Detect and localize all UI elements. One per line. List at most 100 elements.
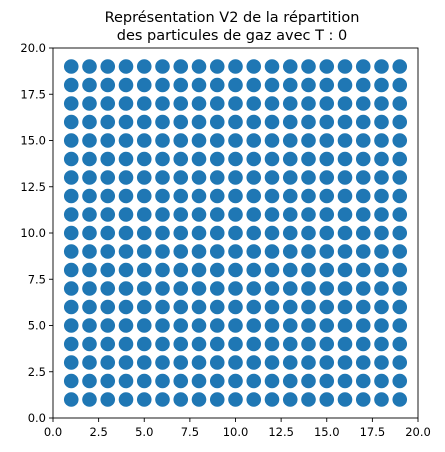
data-point	[392, 336, 408, 352]
data-point	[63, 114, 79, 130]
data-point	[319, 318, 335, 333]
data-point	[319, 392, 335, 407]
data-point	[282, 151, 298, 167]
data-point	[246, 281, 262, 296]
data-point	[136, 318, 152, 333]
data-point	[374, 151, 389, 167]
data-point	[319, 59, 335, 74]
data-point	[155, 244, 170, 259]
data-point	[100, 207, 116, 222]
data-point	[246, 133, 262, 148]
data-point	[155, 281, 170, 296]
data-point	[282, 244, 298, 259]
data-point	[282, 373, 298, 389]
x-tick-label: 5.0	[135, 425, 153, 439]
data-point	[155, 392, 170, 407]
data-point	[136, 392, 152, 407]
data-point	[246, 336, 262, 352]
data-point	[392, 225, 408, 241]
data-point	[209, 373, 225, 389]
data-point	[374, 262, 389, 278]
data-point	[319, 170, 335, 185]
data-point	[191, 281, 207, 296]
data-point	[118, 151, 134, 167]
data-point	[337, 96, 353, 111]
data-point	[337, 355, 353, 370]
data-point	[209, 207, 225, 222]
data-point	[319, 225, 335, 241]
data-point	[63, 262, 79, 278]
data-point	[337, 133, 353, 148]
data-point	[82, 59, 97, 74]
data-point	[209, 77, 225, 93]
data-point	[374, 170, 389, 185]
data-point	[319, 114, 335, 130]
data-point	[392, 151, 408, 167]
data-point	[228, 207, 243, 222]
data-point	[118, 244, 134, 259]
data-point	[209, 299, 225, 315]
data-point	[209, 262, 225, 278]
data-point	[118, 59, 134, 74]
x-tick-label: 12.5	[268, 425, 294, 439]
data-point	[355, 77, 371, 93]
data-point	[155, 114, 170, 130]
data-point	[191, 318, 207, 333]
y-tick-label: 15.0	[20, 134, 46, 148]
data-point	[282, 225, 298, 241]
data-point	[228, 59, 243, 74]
data-point	[118, 355, 134, 370]
data-point	[155, 207, 170, 222]
data-point	[355, 262, 371, 278]
data-point	[264, 188, 280, 204]
data-point	[246, 114, 262, 130]
data-point	[82, 225, 97, 241]
data-point	[337, 262, 353, 278]
data-point	[100, 59, 116, 74]
data-point	[191, 336, 207, 352]
data-point	[392, 59, 408, 74]
data-point	[82, 133, 97, 148]
data-point	[191, 225, 207, 241]
data-point	[63, 133, 79, 148]
data-point	[118, 77, 134, 93]
data-point	[337, 225, 353, 241]
data-point	[319, 207, 335, 222]
data-point	[301, 355, 316, 370]
data-point	[136, 355, 152, 370]
data-point	[374, 336, 389, 352]
data-point	[100, 77, 116, 93]
data-point	[191, 114, 207, 130]
data-point	[228, 336, 243, 352]
data-point	[355, 318, 371, 333]
y-tick-label: 12.5	[20, 180, 46, 194]
data-point	[173, 355, 189, 370]
data-point	[392, 207, 408, 222]
data-point	[118, 281, 134, 296]
data-point	[209, 392, 225, 407]
data-point	[337, 207, 353, 222]
data-point	[82, 114, 97, 130]
data-point	[264, 133, 280, 148]
data-point	[173, 207, 189, 222]
data-point	[392, 170, 408, 185]
data-point	[191, 262, 207, 278]
data-point	[301, 59, 316, 74]
data-point	[209, 96, 225, 111]
data-point	[209, 133, 225, 148]
y-tick-label: 17.5	[20, 87, 46, 101]
data-point	[82, 170, 97, 185]
data-point	[301, 373, 316, 389]
data-point	[173, 77, 189, 93]
data-point	[301, 77, 316, 93]
data-point	[301, 281, 316, 296]
data-point	[264, 77, 280, 93]
x-tick-label: 0.0	[44, 425, 62, 439]
data-point	[228, 299, 243, 315]
data-point	[282, 170, 298, 185]
data-point	[355, 133, 371, 148]
data-point	[82, 207, 97, 222]
data-point	[118, 133, 134, 148]
